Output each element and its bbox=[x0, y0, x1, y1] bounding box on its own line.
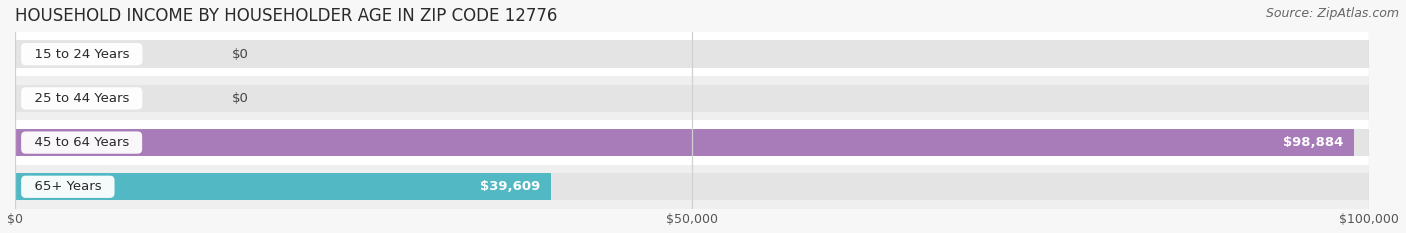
Text: $0: $0 bbox=[232, 48, 249, 61]
Bar bbox=[15, 76, 1369, 120]
Bar bbox=[15, 120, 1369, 165]
Text: 45 to 64 Years: 45 to 64 Years bbox=[25, 136, 138, 149]
Text: 15 to 24 Years: 15 to 24 Years bbox=[25, 48, 138, 61]
Text: 65+ Years: 65+ Years bbox=[25, 180, 110, 193]
Text: $39,609: $39,609 bbox=[481, 180, 540, 193]
Text: HOUSEHOLD INCOME BY HOUSEHOLDER AGE IN ZIP CODE 12776: HOUSEHOLD INCOME BY HOUSEHOLDER AGE IN Z… bbox=[15, 7, 557, 25]
Bar bbox=[15, 129, 1369, 156]
Text: Source: ZipAtlas.com: Source: ZipAtlas.com bbox=[1265, 7, 1399, 20]
Text: 25 to 44 Years: 25 to 44 Years bbox=[25, 92, 138, 105]
Bar bbox=[15, 32, 1369, 76]
Bar bbox=[15, 165, 1369, 209]
Bar bbox=[15, 85, 1369, 112]
Bar bbox=[15, 173, 551, 200]
Text: $98,884: $98,884 bbox=[1282, 136, 1343, 149]
Bar bbox=[15, 129, 1354, 156]
Bar bbox=[15, 173, 1369, 200]
Text: $0: $0 bbox=[232, 92, 249, 105]
Bar bbox=[15, 41, 1369, 68]
